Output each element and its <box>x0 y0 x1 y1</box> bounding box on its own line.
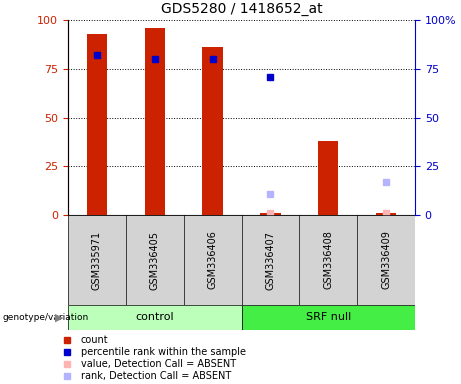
Bar <box>376 213 396 215</box>
Text: SRF null: SRF null <box>306 313 351 323</box>
Text: percentile rank within the sample: percentile rank within the sample <box>81 347 246 357</box>
Text: genotype/variation: genotype/variation <box>2 313 89 322</box>
Bar <box>87 34 107 215</box>
Text: GSM336406: GSM336406 <box>207 230 218 290</box>
Text: GSM335971: GSM335971 <box>92 230 102 290</box>
Text: GSM336408: GSM336408 <box>323 230 333 290</box>
Bar <box>318 141 338 215</box>
Bar <box>260 213 281 215</box>
Text: value, Detection Call = ABSENT: value, Detection Call = ABSENT <box>81 359 236 369</box>
Text: control: control <box>136 313 174 323</box>
Text: rank, Detection Call = ABSENT: rank, Detection Call = ABSENT <box>81 371 231 381</box>
Text: ▶: ▶ <box>54 313 63 323</box>
Text: GSM336407: GSM336407 <box>266 230 275 290</box>
Text: GSM336405: GSM336405 <box>150 230 160 290</box>
Bar <box>242 305 415 330</box>
Bar <box>68 305 242 330</box>
Text: GSM336409: GSM336409 <box>381 230 391 290</box>
Title: GDS5280 / 1418652_at: GDS5280 / 1418652_at <box>161 2 322 16</box>
Bar <box>202 47 223 215</box>
Text: count: count <box>81 335 108 345</box>
Bar <box>145 28 165 215</box>
